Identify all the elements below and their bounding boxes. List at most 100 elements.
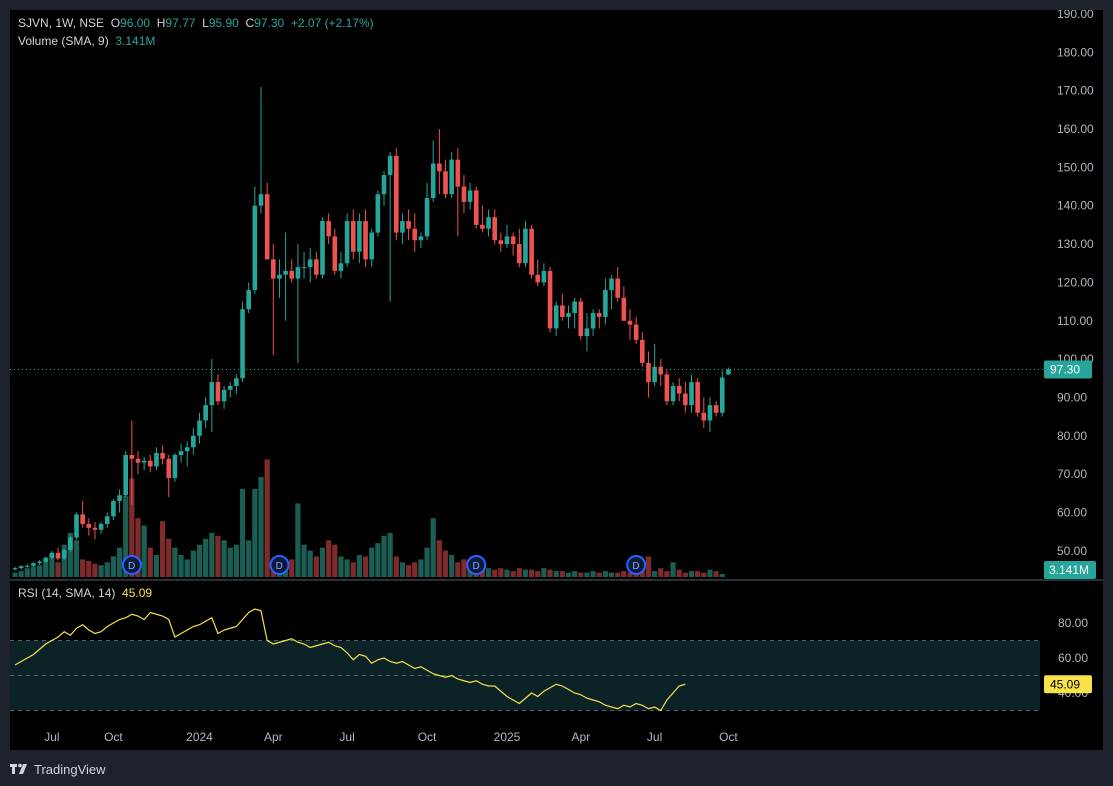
volume-bar	[639, 569, 645, 577]
candle-body	[381, 175, 387, 195]
volume-value-label: 3.141M	[1049, 563, 1089, 577]
chart-canvas[interactable]: 190.00 180.00 170.00 160.00 150.00 140.00 130.…	[10, 10, 1103, 750]
tradingview-logo-icon	[10, 762, 30, 776]
volume-bar	[541, 568, 547, 577]
volume-bar	[338, 556, 344, 577]
candle-body	[566, 313, 571, 317]
volume-bar	[615, 572, 621, 577]
candle-body	[258, 194, 264, 206]
dividend-marker-letter: D	[276, 561, 283, 572]
last-price-label: 97.30	[1050, 362, 1080, 376]
candle-body	[609, 278, 614, 291]
volume-bar	[719, 574, 725, 577]
volume-bar	[67, 532, 73, 577]
volume-legend[interactable]: Volume (SMA, 9) 3.141M	[18, 34, 155, 48]
candle-body	[572, 301, 577, 314]
volume-bar	[608, 572, 615, 577]
time-tick-label: Jul	[339, 730, 354, 744]
volume-bar	[110, 556, 116, 577]
candle-body	[344, 221, 350, 264]
volume-bar	[658, 568, 664, 577]
symbol-line[interactable]: SJVN, 1W, NSE	[18, 16, 105, 30]
tradingview-brand[interactable]: TradingView	[10, 760, 106, 778]
dividend-marker-icon	[269, 555, 290, 575]
volume-bar	[307, 550, 313, 577]
candle-body	[504, 236, 510, 245]
candle-body	[148, 460, 153, 467]
candle-body	[320, 221, 325, 275]
volume-bar	[375, 543, 381, 577]
volume-bar	[461, 559, 467, 577]
candle-body	[18, 566, 24, 569]
candle-body	[615, 278, 620, 298]
volume-bar	[510, 571, 516, 577]
candle-body	[683, 393, 688, 406]
close-label: C	[245, 16, 255, 30]
candle-body	[510, 236, 516, 245]
open-value: 96.00	[120, 16, 151, 30]
candle-body	[264, 194, 270, 260]
candle-body	[43, 557, 49, 562]
candle-body	[676, 385, 682, 394]
time-tick-label: Jul	[647, 730, 662, 744]
price-tick-label: 150.00	[1057, 160, 1094, 174]
candle-body	[301, 267, 307, 269]
volume-bar	[141, 525, 147, 577]
candle-body	[227, 385, 233, 390]
candle-body	[166, 458, 172, 478]
volume-bar	[418, 559, 424, 577]
volume-bar	[645, 556, 652, 577]
candle-body	[49, 552, 55, 558]
time-tick-label: Apr	[264, 730, 283, 744]
candle-body	[332, 236, 338, 271]
volume-bar	[319, 547, 326, 577]
dividend-marker-letter: D	[632, 561, 639, 572]
volume-bar	[584, 572, 590, 577]
rsi-legend[interactable]: RSI (14, SMA, 14) 45.09	[18, 586, 152, 600]
volume-bar	[559, 571, 565, 577]
chart-area[interactable]: 190.00 180.00 170.00 160.00 150.00 140.00 130.…	[10, 10, 1103, 750]
volume-bar	[73, 540, 80, 577]
volume-bar	[227, 547, 233, 577]
volume-bar	[160, 521, 166, 577]
candle-body	[209, 382, 215, 406]
price-tick-label: 170.00	[1057, 84, 1094, 98]
candle-body	[283, 270, 288, 275]
candle-body	[98, 523, 104, 530]
volume-bar	[553, 571, 559, 577]
dividend-marker-icon	[121, 555, 142, 575]
volume-bar	[449, 554, 455, 577]
volume-bar	[196, 544, 203, 577]
rsi-tick-label: 60.00	[1058, 651, 1088, 665]
volume-label: Volume (SMA, 9)	[18, 34, 109, 48]
candle-body	[707, 405, 713, 421]
volume-bar	[621, 571, 627, 577]
volume-bar	[209, 532, 215, 577]
last-price-badge	[1044, 360, 1092, 379]
volume-bar	[80, 559, 86, 577]
candle-body	[406, 221, 411, 229]
volume-bar	[252, 488, 258, 577]
volume-bar	[61, 544, 67, 577]
axes-layer: 190.00 180.00 170.00 160.00 150.00 140.00 130.…	[10, 10, 1103, 744]
volume-bar	[516, 568, 522, 577]
close-value: 97.30	[254, 16, 285, 30]
volume-bar	[172, 547, 178, 577]
volume-bar	[707, 569, 713, 577]
volume-bar	[43, 559, 49, 577]
candle-body	[541, 270, 547, 283]
price-tick-label: 190.00	[1057, 10, 1094, 21]
volume-bar	[221, 540, 227, 577]
volume-bar	[627, 572, 633, 577]
candle-body	[523, 228, 528, 264]
volume-bar	[332, 544, 338, 577]
volume-bar	[406, 565, 412, 577]
candle-body	[400, 221, 405, 233]
candle-body	[221, 389, 227, 402]
candle-body	[277, 274, 282, 279]
volume-bar	[485, 568, 492, 577]
candle-body	[203, 405, 208, 421]
volume-bar	[166, 538, 172, 577]
symbol-legend[interactable]: SJVN, 1W, NSE O96.00 H97.77 L95.90 C97.3…	[18, 16, 374, 30]
